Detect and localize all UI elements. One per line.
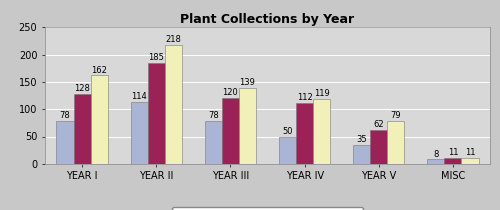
Text: 128: 128 xyxy=(74,84,90,93)
Bar xyxy=(353,145,370,164)
Bar xyxy=(165,45,182,164)
Text: 35: 35 xyxy=(356,135,367,144)
Bar xyxy=(148,63,165,164)
Text: 8: 8 xyxy=(433,150,438,159)
Text: 185: 185 xyxy=(148,53,164,62)
Bar xyxy=(370,130,388,164)
Bar xyxy=(74,94,90,164)
Bar xyxy=(296,103,313,164)
Bar xyxy=(388,121,404,164)
Bar xyxy=(444,158,462,164)
Legend: FAMILIES, GENERA, SPECIES: FAMILIES, GENERA, SPECIES xyxy=(172,207,364,210)
Text: 139: 139 xyxy=(240,78,256,87)
Text: 218: 218 xyxy=(166,35,181,44)
Bar xyxy=(130,102,148,164)
Text: 11: 11 xyxy=(448,148,458,157)
Text: 78: 78 xyxy=(60,111,70,120)
Text: 79: 79 xyxy=(390,111,401,120)
Text: 50: 50 xyxy=(282,127,293,136)
Text: 162: 162 xyxy=(91,66,107,75)
Text: 11: 11 xyxy=(464,148,475,157)
Title: Plant Collections by Year: Plant Collections by Year xyxy=(180,13,354,26)
Bar xyxy=(279,136,296,164)
Bar xyxy=(90,75,108,164)
Text: 78: 78 xyxy=(208,111,218,120)
Bar xyxy=(205,121,222,164)
Bar xyxy=(313,99,330,164)
Text: 114: 114 xyxy=(132,92,147,101)
Text: 119: 119 xyxy=(314,89,330,98)
Text: 62: 62 xyxy=(374,120,384,129)
Bar xyxy=(462,158,478,164)
Bar xyxy=(56,121,74,164)
Bar xyxy=(239,88,256,164)
Bar xyxy=(222,98,239,164)
Text: 120: 120 xyxy=(222,88,238,97)
Bar xyxy=(428,159,444,164)
Text: 112: 112 xyxy=(296,93,312,102)
